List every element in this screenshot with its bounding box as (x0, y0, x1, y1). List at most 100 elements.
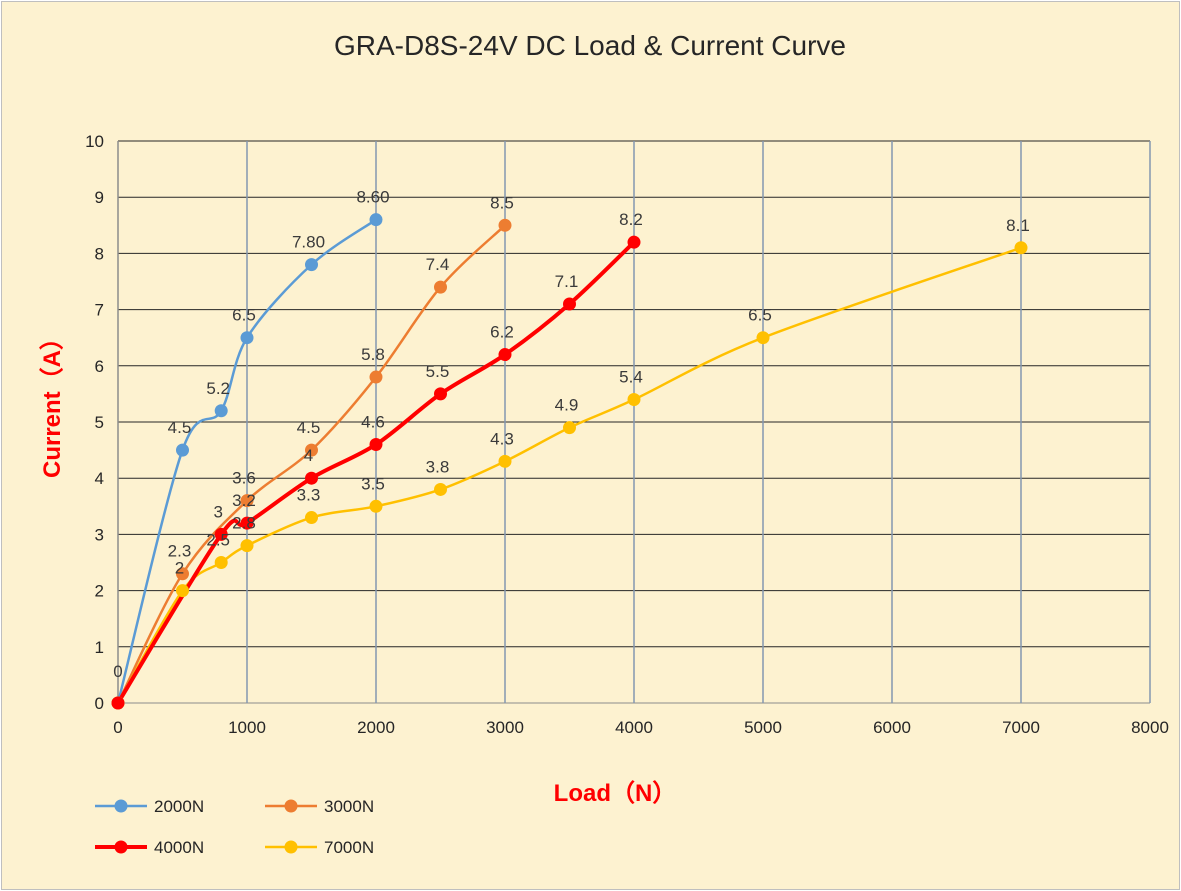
data-point-7000N (498, 454, 512, 468)
data-label-2000N: 6.5 (232, 306, 256, 325)
data-point-7000N (756, 331, 770, 345)
data-point-3000N (369, 370, 383, 384)
data-label-4000N: 6.2 (490, 323, 514, 342)
legend-label-2000N: 2000N (154, 797, 204, 816)
x-tick-label: 3000 (486, 718, 524, 737)
data-label-2000N: 4.5 (168, 418, 192, 437)
legend-marker-3000N (284, 799, 298, 813)
x-tick-label: 7000 (1002, 718, 1040, 737)
x-tick-label: 6000 (873, 718, 911, 737)
y-tick-label: 6 (95, 357, 104, 376)
data-label-3000N: 8.5 (490, 193, 514, 212)
data-label-7000N: 6.5 (748, 306, 772, 325)
data-label-7000N: 2.5 (206, 531, 230, 550)
y-tick-label: 3 (95, 525, 104, 544)
data-label-7000N: 4.3 (490, 429, 514, 448)
data-point-3000N (434, 280, 447, 294)
y-tick-label: 8 (95, 244, 104, 263)
data-point-3000N (176, 567, 189, 581)
x-tick-label: 0 (113, 718, 122, 737)
data-label-3000N: 5.8 (361, 345, 385, 364)
data-label-7000N: 3.5 (361, 474, 385, 493)
data-point-7000N (176, 584, 189, 598)
grid (117, 140, 1151, 704)
x-axis-title: Load（N） (554, 780, 677, 807)
data-point-4000N (627, 235, 641, 249)
data-point-4000N (498, 348, 512, 362)
data-label-2000N: 0 (113, 662, 122, 681)
data-label-7000N: 3.3 (297, 486, 321, 505)
legend-marker-2000N (114, 799, 128, 813)
legend-label-3000N: 3000N (324, 797, 374, 816)
x-tick-label: 2000 (357, 718, 395, 737)
data-label-7000N: 2.8 (232, 514, 256, 533)
y-tick-label: 2 (95, 582, 104, 601)
series-lines (116, 218, 1022, 705)
data-point-2000N (369, 213, 383, 227)
data-label-3000N: 3.6 (232, 469, 256, 488)
y-tick-label: 1 (95, 638, 104, 657)
data-labels: 0 4.5 5.2 6.5 7.80 8.60 2.3 3.6 4.5 5.8 7.4 8.5 2 2.5… (113, 188, 1030, 681)
data-point-4000N (214, 527, 228, 541)
data-point-3000N (305, 443, 318, 457)
y-tick-label: 5 (95, 413, 104, 432)
data-point-2000N (305, 258, 318, 272)
data-point-4000N (240, 516, 254, 530)
data-label-2000N: 5.2 (206, 379, 230, 398)
data-point-7000N (627, 393, 641, 407)
legend-marker-7000N (284, 840, 298, 854)
data-point-7000N (563, 421, 576, 435)
x-tick-label: 4000 (615, 718, 653, 737)
legend-marker-4000N (114, 840, 128, 854)
data-point-3000N (498, 218, 512, 232)
data-point-3000N (240, 494, 254, 508)
data-point-7000N (214, 556, 228, 569)
x-tick-label: 1000 (228, 718, 266, 737)
data-label-7000N: 5.4 (619, 368, 643, 387)
data-label-4000N: 4.6 (361, 412, 385, 431)
legend-label-4000N: 4000N (154, 838, 204, 857)
data-label-4000N: 3 (213, 502, 222, 521)
data-label-4000N: 8.2 (619, 210, 643, 229)
data-label-3000N: 4.5 (297, 418, 321, 437)
x-tick-label: 8000 (1131, 718, 1169, 737)
y-tick-label: 7 (95, 301, 104, 320)
y-tick-label: 0 (95, 694, 104, 713)
series-points (111, 213, 1028, 710)
chart-title: GRA-D8S-24V DC Load & Current Curve (334, 30, 846, 61)
data-label-4000N: 5.5 (426, 362, 450, 381)
data-point-2000N (240, 331, 254, 345)
data-label-4000N: 4 (304, 446, 313, 465)
data-label-4000N: 3.2 (232, 491, 256, 510)
data-label-7000N: 3.8 (426, 457, 450, 476)
data-label-4000N: 7.1 (555, 272, 579, 291)
data-label-3000N: 2.3 (168, 542, 192, 561)
data-point-7000N (305, 511, 318, 525)
x-tick-label: 5000 (744, 718, 782, 737)
data-point-7000N (434, 482, 447, 496)
data-point-4000N (369, 437, 383, 451)
data-label-2000N: 8.60 (356, 188, 389, 207)
data-point-7000N (369, 499, 383, 513)
data-label-7000N: 8.1 (1006, 216, 1030, 235)
data-label-7000N: 2 (175, 559, 184, 578)
y-tick-label: 4 (95, 469, 104, 488)
data-point-4000N (305, 471, 318, 485)
data-point-2000N (176, 443, 189, 457)
data-label-7000N: 4.9 (555, 396, 579, 415)
data-label-3000N: 7.4 (426, 255, 450, 274)
y-axis-title: Current（A） (39, 326, 66, 478)
legend: 2000N 3000N 4000N 7000N (95, 797, 374, 857)
y-tick-label: 10 (85, 132, 104, 151)
data-point-7000N (240, 539, 254, 553)
data-point-2000N (214, 404, 228, 418)
data-label-2000N: 7.80 (292, 233, 325, 252)
data-point-4000N (563, 297, 576, 311)
legend-label-7000N: 7000N (324, 838, 374, 857)
y-tick-label: 9 (95, 188, 104, 207)
data-point-4000N (434, 387, 447, 401)
data-point-4000N (111, 696, 125, 710)
